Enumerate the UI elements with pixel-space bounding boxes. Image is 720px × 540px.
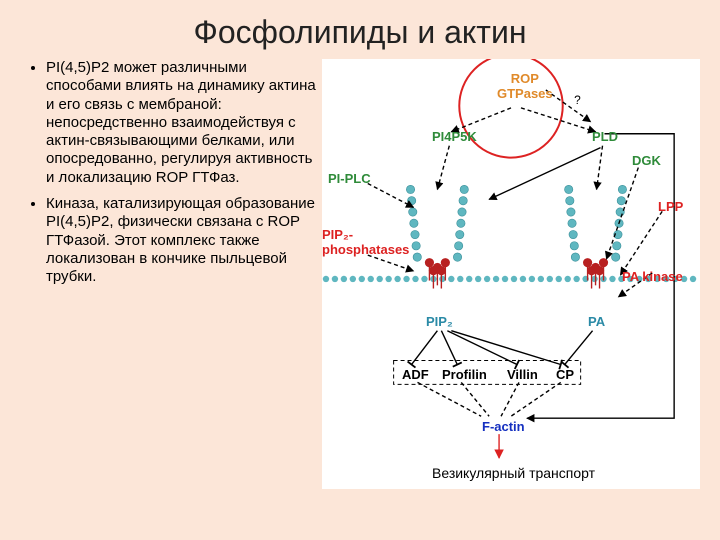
node-pld: PLD	[592, 129, 618, 144]
node-adf: ADF	[402, 367, 429, 382]
bullet-2: Киназа, катализирующая образование PI(4,…	[46, 195, 318, 286]
bullet-1: PI(4,5)P2 может различными способами вли…	[46, 59, 318, 187]
node-pa: PA	[588, 314, 605, 329]
node-profilin: Profilin	[442, 367, 487, 382]
svg-text:?: ?	[574, 93, 581, 107]
bullet-list: PI(4,5)P2 может различными способами вли…	[28, 59, 318, 287]
node-pi4p5k: PI4P5K	[432, 129, 477, 144]
node-villin: Villin	[507, 367, 538, 382]
diagram-caption: Везикулярный транспорт	[432, 465, 595, 481]
node-pip2: PIP₂	[426, 314, 453, 329]
content-row: PI(4,5)P2 может различными способами вли…	[0, 51, 720, 489]
node-pakinase: PA kinase	[622, 269, 683, 284]
node-piplc: PI-PLC	[328, 171, 371, 186]
node-dgk: DGK	[632, 153, 661, 168]
node-factin: F-actin	[482, 419, 525, 434]
text-column: PI(4,5)P2 может различными способами вли…	[28, 59, 318, 489]
signaling-diagram: ? Везикулярный транспорт ROPGTPases PI4P5…	[322, 59, 700, 489]
node-lpp: LPP	[658, 199, 683, 214]
node-cp: CP	[556, 367, 574, 382]
node-rop: ROPGTPases	[497, 71, 553, 101]
page-title: Фосфолипиды и актин	[0, 0, 720, 51]
node-pip2phos: PIP₂-phosphatases	[322, 227, 409, 257]
